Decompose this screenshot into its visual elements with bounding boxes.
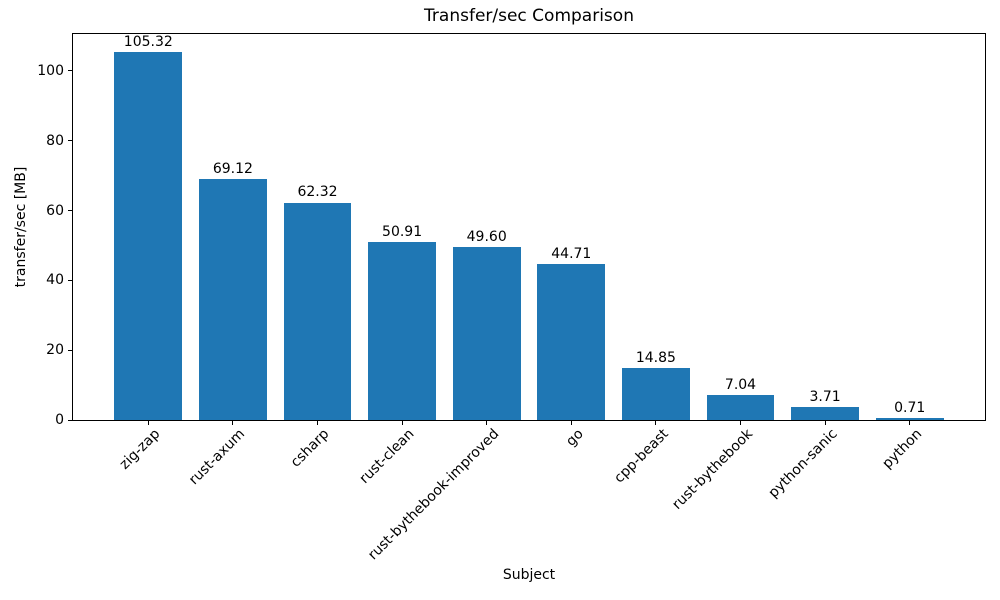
bar	[283, 202, 352, 420]
y-tick-label: 0	[55, 412, 64, 428]
bar	[791, 407, 859, 420]
y-tick-label: 40	[46, 272, 64, 289]
bar-value-label: 3.71	[809, 389, 841, 406]
x-tick	[570, 421, 572, 425]
bar-value-label: 14.85	[635, 350, 676, 367]
x-tick	[147, 421, 149, 425]
x-tick-label: rust-clean	[356, 426, 418, 487]
bar-value-label: 7.04	[724, 377, 757, 394]
plot-area: 105.32 69.12 62.32 50.91 49.60 44.71 14.85 7.04…	[72, 33, 986, 421]
x-tick-label: csharp	[288, 426, 333, 471]
y-tick	[68, 349, 72, 351]
bar	[706, 395, 775, 420]
bar	[622, 368, 690, 420]
bar	[368, 242, 436, 420]
y-tick-label: 100	[37, 62, 64, 79]
y-tick	[68, 70, 72, 72]
y-tick	[68, 419, 72, 421]
x-axis-label: Subject	[502, 567, 556, 583]
bar	[875, 417, 944, 420]
bar	[199, 178, 267, 420]
x-tick	[232, 421, 234, 425]
x-tick-label: python	[879, 426, 926, 472]
x-tick	[740, 421, 741, 425]
bar-value-label: 0.71	[894, 399, 926, 416]
y-tick-label: 80	[46, 132, 64, 149]
x-tick-label: zig-zap	[116, 426, 164, 473]
y-tick	[68, 279, 72, 281]
x-tick-label: rust-bythebook	[669, 426, 756, 513]
bar-value-label: 105.32	[123, 34, 173, 51]
y-tick	[68, 210, 72, 212]
x-tick-label: python-sanic	[765, 426, 841, 502]
x-tick	[401, 421, 403, 425]
bar	[114, 52, 183, 420]
y-tick	[68, 140, 72, 142]
bar-value-label: 69.12	[212, 160, 253, 177]
x-tick	[824, 421, 826, 425]
chart-title: Transfer/sec Comparison	[424, 6, 634, 26]
x-tick-label: go	[562, 426, 587, 450]
bar-value-label: 44.71	[551, 245, 592, 262]
bar	[452, 246, 521, 420]
x-tick	[655, 421, 657, 425]
bar	[537, 263, 606, 420]
x-tick-label: cpp-beast	[610, 426, 672, 487]
x-tick-label: rust-axum	[186, 426, 249, 489]
bar-value-label: 49.60	[466, 228, 507, 245]
bar-value-label: 62.32	[297, 184, 338, 201]
x-tick	[316, 421, 318, 425]
y-tick-label: 60	[46, 202, 64, 219]
x-tick	[909, 421, 911, 425]
y-tick-label: 20	[46, 342, 64, 359]
x-tick	[486, 421, 488, 425]
bar-value-label: 50.91	[382, 224, 423, 241]
y-axis-label: transfer/sec [MB]	[13, 166, 29, 288]
